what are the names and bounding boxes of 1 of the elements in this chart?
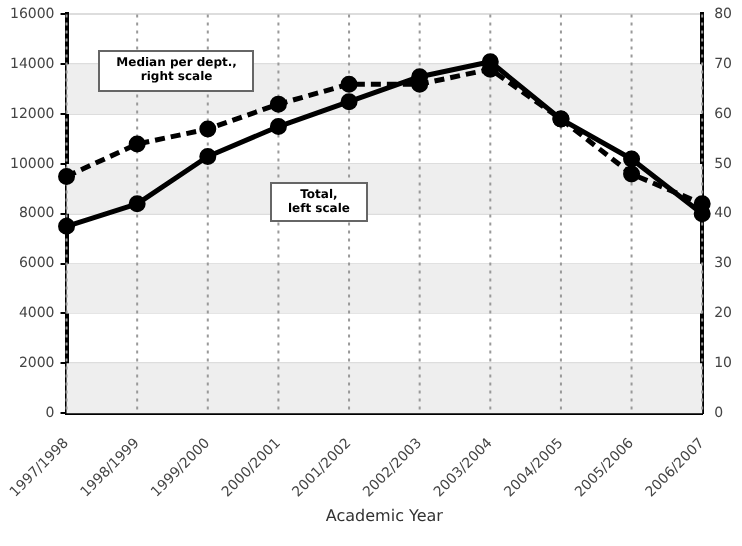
x-axis-title: Academic Year: [325, 506, 445, 525]
